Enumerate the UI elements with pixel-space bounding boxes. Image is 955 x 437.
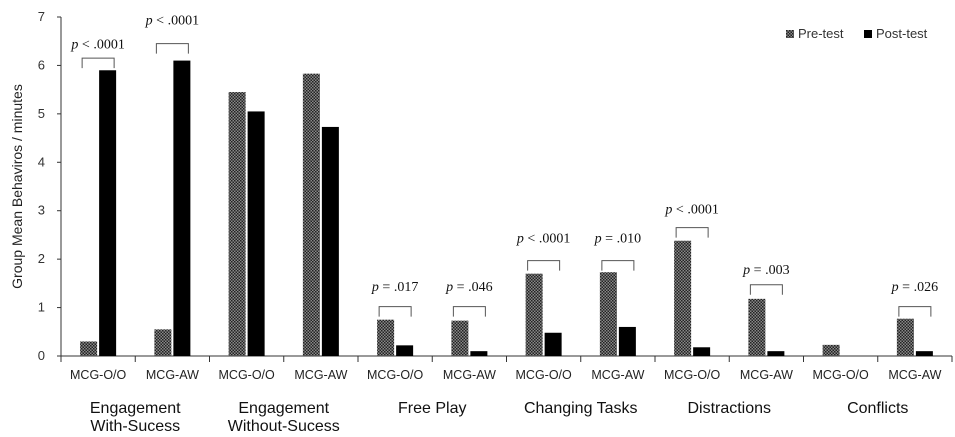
p-value-text: < .0001 (672, 202, 718, 217)
x-category-label: MCG-O/O (516, 368, 573, 382)
p-value-annotation: p < .0001 (145, 13, 199, 28)
p-value-text: < .0001 (78, 38, 124, 53)
p-value-bracket (81, 57, 115, 69)
x-category-label: MCG-AW (888, 368, 941, 382)
p-value-bracket (898, 306, 932, 317)
x-category-label: MCG-AW (443, 368, 496, 382)
bar-post-test (99, 70, 117, 357)
y-tick-label: 2 (38, 251, 45, 266)
bar-post-test (915, 351, 933, 356)
bar-pre-test (748, 298, 766, 356)
p-value-annotation: p < .0001 (516, 231, 570, 246)
y-tick-label: 1 (38, 300, 45, 315)
p-value-bracket (155, 43, 189, 54)
bar-pre-test (674, 240, 692, 356)
p-value-annotation: p = .046 (445, 280, 492, 295)
bar-pre-test (302, 73, 320, 356)
p-value-symbol: p (742, 263, 750, 278)
x-group-label: With-Sucess (90, 418, 180, 432)
p-value-annotation: p = .010 (594, 231, 641, 246)
p-value-bracket (749, 284, 783, 295)
bar-post-test (470, 351, 488, 356)
y-tick-label: 0 (38, 348, 45, 363)
legend-swatch-pre-test (786, 30, 794, 38)
p-value-symbol: p (145, 13, 153, 28)
bar-pre-test (451, 320, 469, 356)
p-value-annotation: p = .026 (891, 280, 938, 295)
p-value-symbol: p (371, 280, 379, 295)
bar-post-test (618, 326, 636, 356)
bar-pre-test (80, 341, 98, 356)
p-value-bracket (378, 306, 412, 317)
bar-pre-test (822, 344, 840, 356)
x-category-label: MCG-AW (146, 368, 199, 382)
x-category-label: MCG-O/O (70, 368, 127, 382)
x-group-label: Conflicts (847, 400, 908, 417)
x-group-label: Engagement (238, 400, 329, 417)
x-category-label: MCG-O/O (813, 368, 870, 382)
x-category-label: MCG-O/O (367, 368, 424, 382)
y-tick-label: 3 (38, 203, 45, 218)
y-tick-label: 5 (38, 106, 45, 121)
p-value-symbol: p (664, 202, 672, 217)
x-group-label: Changing Tasks (524, 400, 638, 417)
x-group-label: Distractions (687, 400, 771, 417)
x-category-label: MCG-AW (294, 368, 347, 382)
y-axis-label: Group Mean Behaviros / minutes (9, 84, 25, 289)
p-value-symbol: p (70, 38, 78, 53)
p-value-annotation: p = .003 (742, 263, 789, 278)
p-value-symbol: p (516, 231, 524, 246)
bar-pre-test (525, 273, 543, 356)
x-group-label: Engagement (90, 400, 181, 417)
bar-post-test (173, 60, 191, 356)
bar-pre-test (896, 318, 914, 356)
bar-post-test (544, 332, 562, 356)
y-tick-label: 4 (38, 154, 45, 169)
p-value-bracket (601, 260, 635, 271)
legend-label-pre-test: Pre-test (798, 26, 844, 41)
p-value-text: < .0001 (153, 13, 199, 28)
p-value-bracket (527, 260, 561, 271)
p-value-symbol: p (445, 280, 453, 295)
y-tick-label: 6 (38, 57, 45, 72)
p-value-text: = .046 (453, 280, 492, 295)
bar-pre-test (228, 92, 246, 357)
p-value-text: < .0001 (524, 231, 570, 246)
p-value-text: = .010 (602, 231, 641, 246)
x-category-label: MCG-AW (591, 368, 644, 382)
legend-label-post-test: Post-test (876, 26, 928, 41)
p-value-symbol: p (594, 231, 602, 246)
x-category-label: MCG-O/O (664, 368, 721, 382)
legend-swatch-post-test (864, 30, 872, 38)
p-value-annotation: p = .017 (371, 280, 418, 295)
x-category-label: MCG-AW (740, 368, 793, 382)
x-group-label: Without-Sucess (228, 418, 340, 432)
bar-post-test (693, 347, 711, 356)
bar-post-test (247, 111, 265, 356)
p-value-annotation: p < .0001 (70, 38, 124, 53)
bar-pre-test (154, 329, 172, 356)
bar-post-test (321, 126, 339, 356)
bar-post-test (767, 351, 785, 356)
bar-pre-test (377, 319, 395, 356)
p-value-text: = .017 (379, 280, 418, 295)
x-category-label: MCG-O/O (219, 368, 276, 382)
p-value-bracket (452, 306, 486, 317)
p-value-text: = .003 (750, 263, 789, 278)
p-value-text: = .026 (899, 280, 938, 295)
y-tick-label: 7 (38, 9, 45, 24)
bar-pre-test (599, 272, 617, 356)
p-value-annotation: p < .0001 (664, 202, 718, 217)
p-value-symbol: p (891, 280, 899, 295)
bar-post-test (396, 345, 414, 356)
p-value-bracket (675, 227, 709, 238)
x-group-label: Free Play (398, 400, 466, 417)
